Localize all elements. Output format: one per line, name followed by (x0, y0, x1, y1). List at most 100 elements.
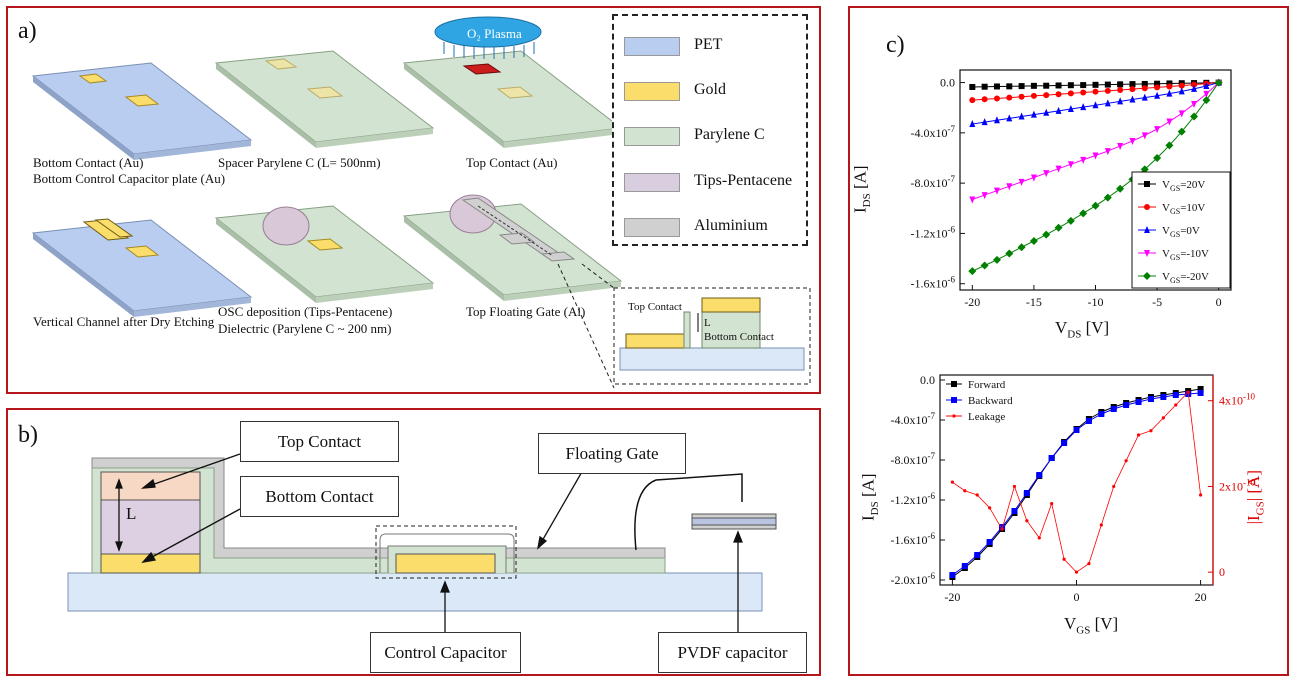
zoom-lines (557, 263, 615, 389)
data-point (1104, 81, 1111, 88)
data-point (1172, 392, 1179, 398)
pvdf-film (691, 517, 777, 526)
panel-a: a) (6, 6, 821, 394)
data-point (1198, 493, 1203, 497)
data-point (1104, 148, 1111, 156)
data-point (1005, 249, 1014, 258)
x-tick-label: 0 (1216, 295, 1222, 309)
data-point (969, 120, 976, 128)
y-tick-label: -1.6x10-6 (911, 275, 956, 291)
step3-top-contact (402, 50, 623, 148)
data-point (1165, 141, 1174, 150)
top-contact-callout: Top Contact (240, 421, 399, 462)
legend-marker (1144, 181, 1150, 187)
data-point (1080, 82, 1087, 89)
legend-entry: VGS=-10V (1162, 248, 1209, 262)
data-point (1017, 243, 1026, 252)
legend-marker (1144, 250, 1150, 257)
panel-b-label: b) (18, 422, 38, 448)
data-point (1043, 108, 1050, 116)
substrate (67, 572, 763, 612)
panel-c: c) -20 -15 -10 -5 0 0.0 -4.0x10-7 -8.0x10-7 -1.2… (848, 6, 1289, 676)
callout-arrows (115, 453, 743, 632)
data-point (1123, 402, 1130, 408)
data-point (1136, 433, 1141, 437)
data-point (1087, 561, 1091, 566)
data-point (1160, 394, 1167, 400)
fabrication-steps-drawing (31, 16, 811, 389)
data-point (1018, 112, 1025, 120)
data-point (1166, 83, 1173, 90)
data-point (1154, 126, 1161, 134)
data-point (1036, 472, 1043, 478)
data-point (1124, 459, 1128, 463)
data-point (1006, 183, 1013, 191)
data-point (1129, 138, 1136, 146)
data-point (1191, 84, 1198, 92)
data-point (1104, 99, 1111, 107)
data-point (1029, 236, 1038, 245)
data-point (1030, 174, 1037, 182)
data-point (999, 524, 1006, 530)
y-tick-label: -8.0x10-7 (911, 174, 956, 190)
data-point (1141, 85, 1148, 92)
data-point (1116, 184, 1125, 193)
x-tick-label: 20 (1195, 590, 1207, 604)
data-point (1043, 82, 1050, 89)
legend-entry: Leakage (968, 411, 1005, 423)
x-tick-label: -10 (1088, 295, 1104, 309)
data-point (961, 563, 968, 569)
data-point (975, 493, 979, 497)
data-point (1178, 110, 1185, 118)
y-tick-label: -1.2x10-6 (911, 224, 956, 240)
caption-top-floating-gate: Top Floating Gate (Al) (466, 304, 586, 319)
data-point (1018, 93, 1025, 100)
pvdf-top-plate (691, 513, 777, 519)
data-point (992, 255, 1001, 264)
data-point (1030, 110, 1037, 118)
y-tick-label: 0.0 (940, 76, 955, 90)
legend-swatch-pentacene (624, 173, 680, 192)
data-point (974, 552, 981, 558)
data-point (1203, 81, 1210, 89)
caption-vertical-channel: Vertical Channel after Dry Etching (33, 314, 215, 329)
bottom-contact-callout: Bottom Contact (240, 476, 399, 517)
data-point (968, 267, 977, 276)
data-point (1006, 114, 1013, 122)
legend-label-parylene: Parylene C (694, 126, 765, 143)
data-point (1191, 81, 1198, 88)
data-point (1043, 92, 1050, 99)
data-point (963, 489, 967, 493)
output-characteristics-chart: -20 -15 -10 -5 0 0.0 -4.0x10-7 -8.0x10-7 -1.2x10… (911, 69, 1232, 309)
data-point (1103, 193, 1112, 202)
y-tick-label: -1.6x10-6 (891, 531, 936, 547)
device-cross-section (67, 453, 777, 632)
data-point (1129, 95, 1136, 103)
caption-top-contact: Top Contact (Au) (466, 155, 558, 170)
data-point (1066, 216, 1075, 225)
data-point (1023, 490, 1030, 496)
data-point (1141, 93, 1148, 101)
data-point (981, 118, 988, 126)
x-tick-label: -20 (964, 295, 980, 309)
step1-substrate (31, 62, 253, 160)
legend-entry: Forward (968, 379, 1006, 391)
step2-parylene (214, 50, 435, 148)
data-point (1191, 100, 1198, 108)
data-point (1025, 519, 1029, 523)
data-point (1067, 161, 1074, 169)
pvdf-bottom-plate (691, 524, 777, 530)
data-point (950, 480, 955, 484)
step4-vertical-channel (31, 218, 253, 317)
bot-y2label: |IGS| [A] (1244, 469, 1267, 525)
data-point (1055, 91, 1062, 98)
caption-bottom-contact: Bottom Contact (Au) (33, 155, 144, 170)
y-tick-label: -1.2x10-6 (891, 491, 936, 507)
data-point (1197, 386, 1204, 392)
legend-swatch-parylene (624, 127, 680, 146)
step6-floating-gate (402, 194, 623, 301)
data-point (1092, 101, 1099, 109)
transfer-characteristics-chart: -20 0 20 0.0 -4.0x10-7 -8.0x10-7 -1.2x10-6 -1.6… (891, 373, 1256, 604)
data-point (1140, 165, 1149, 174)
data-point (988, 506, 992, 510)
